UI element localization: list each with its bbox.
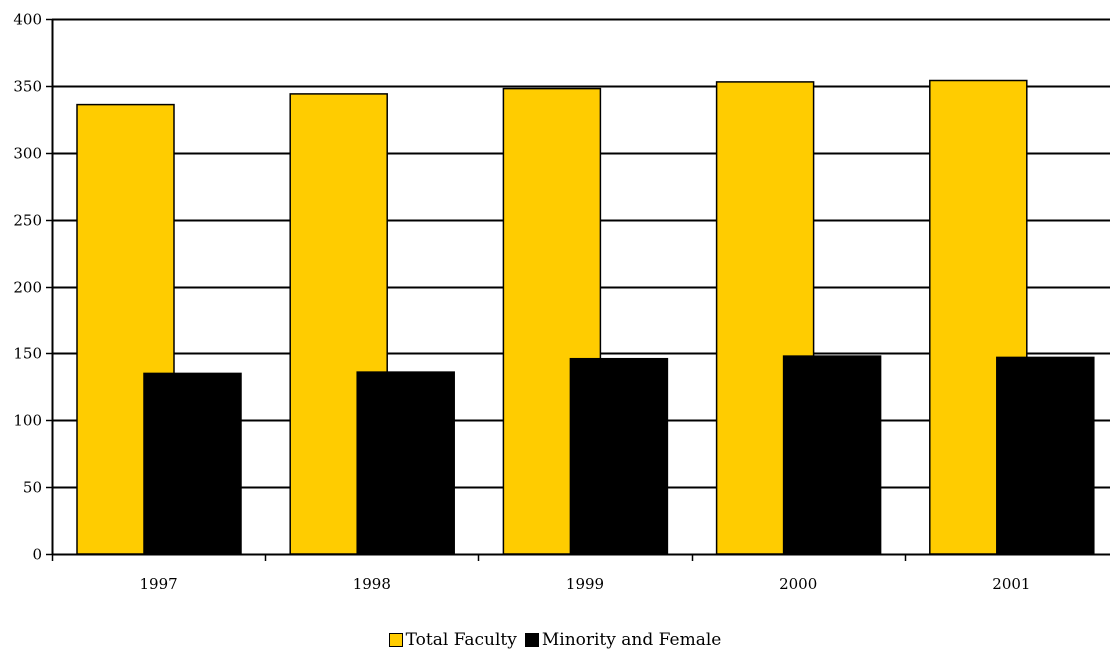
- legend-label-minority-and-female: Minority and Female: [541, 630, 722, 650]
- bar-minority-and-female-2000: [782, 355, 882, 555]
- legend-swatch-minority-and-female: [524, 633, 539, 647]
- bar-minority-and-female-2001: [996, 356, 1095, 555]
- bar-minority-and-female-1999: [569, 357, 669, 555]
- y-tick-label-150: 150: [13, 345, 42, 363]
- bars: [76, 79, 1095, 555]
- y-tick-label-0: 0: [32, 546, 42, 564]
- x-tick-label-1997: 1997: [140, 575, 178, 593]
- bar-minority-and-female-1997: [143, 372, 242, 555]
- y-tick-label-350: 350: [13, 78, 42, 96]
- x-tick-label-2001: 2001: [992, 575, 1030, 593]
- y-tick-label-400: 400: [13, 11, 42, 29]
- y-tick-label-50: 50: [23, 479, 42, 497]
- legend: Total Faculty Minority and Female: [0, 630, 1110, 650]
- y-tick-label-300: 300: [13, 145, 42, 163]
- legend-label-total-faculty: Total Faculty: [405, 630, 517, 650]
- x-tick-label-1999: 1999: [566, 575, 604, 593]
- legend-swatch-total-faculty: [388, 633, 403, 647]
- axes: [46, 18, 1110, 561]
- x-tick-label-1998: 1998: [353, 575, 391, 593]
- y-tick-label-100: 100: [13, 412, 42, 430]
- x-tick-label-2000: 2000: [779, 575, 817, 593]
- y-tick-label-250: 250: [13, 212, 42, 230]
- legend-item-minority-and-female: Minority and Female: [524, 630, 722, 650]
- y-tick-label-200: 200: [13, 279, 42, 297]
- bar-minority-and-female-1998: [356, 371, 455, 555]
- bar-chart: 0 50 100 150 200 250 300 350 400 1997 1998 1999 2000…: [13, 11, 1110, 594]
- tick-labels: 0 50 100 150 200 250 300 350 400 1997 1998 1999 2000…: [13, 11, 1030, 594]
- legend-item-total-faculty: Total Faculty: [388, 630, 517, 650]
